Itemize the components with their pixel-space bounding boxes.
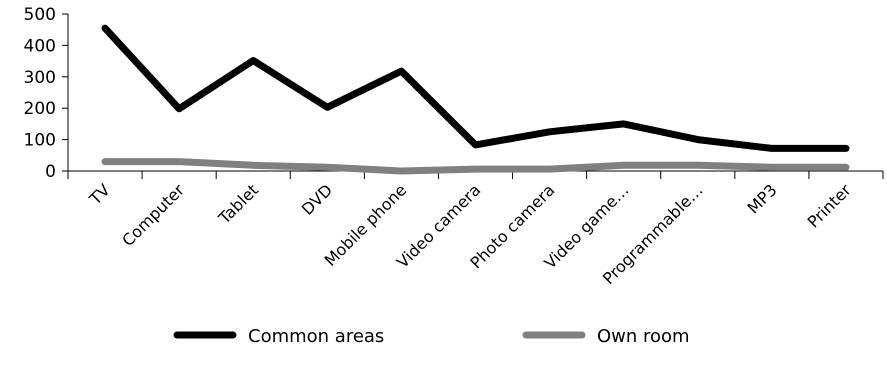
legend-label-common-areas: Common areas [248, 326, 384, 347]
x-tick-label: Printer [804, 180, 855, 231]
x-tick-label: Computer [118, 180, 188, 250]
x-tick-label: DVD [298, 180, 336, 218]
y-tick-label: 200 [24, 99, 56, 119]
y-tick-label: 0 [45, 162, 56, 182]
x-tick-label: MP3 [743, 180, 780, 217]
series-line-own-room [101, 158, 850, 175]
y-tick-label: 500 [24, 5, 56, 25]
y-tick-label: 300 [24, 68, 56, 88]
series-layer [101, 24, 850, 175]
series-line-common-areas [101, 24, 850, 152]
x-tick-label: Tablet [214, 180, 262, 228]
legend: Common areas Own room [173, 326, 690, 347]
x-tick-label: TV [85, 180, 114, 209]
y-axis: 0 100 200 300 400 500 [24, 5, 69, 182]
y-tick-label: 100 [24, 131, 56, 151]
legend-label-own-room: Own room [597, 326, 690, 347]
y-tick-label: 400 [24, 36, 56, 56]
